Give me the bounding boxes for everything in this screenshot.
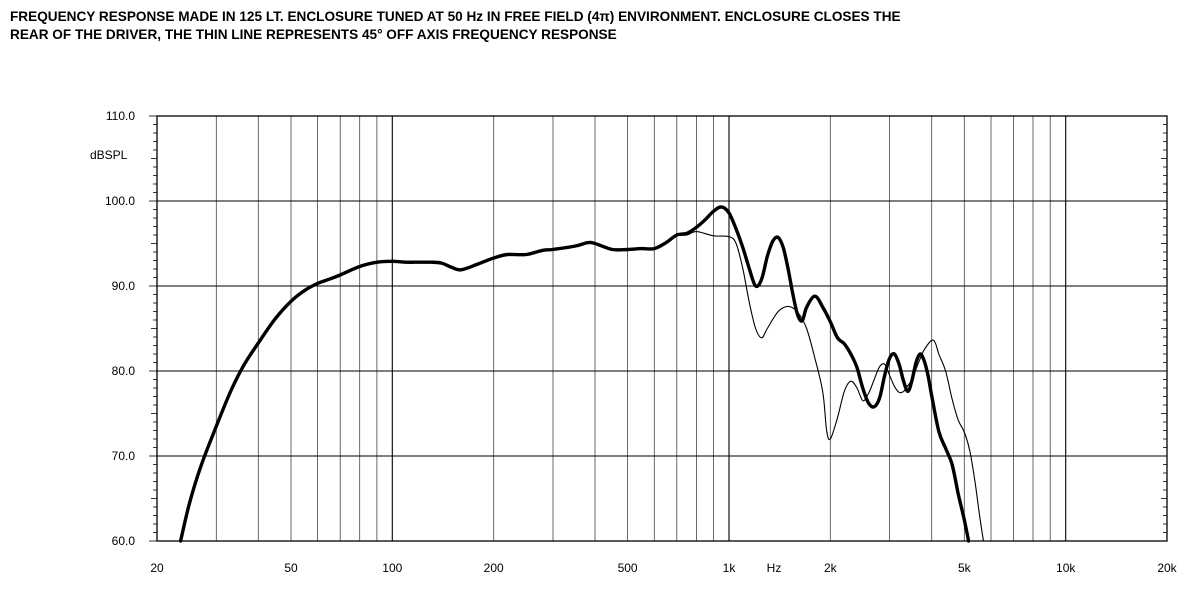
x-tick-label: 20k	[1157, 561, 1177, 575]
on-axis-response-line	[178, 205, 971, 543]
x-tick-label: 20	[150, 561, 164, 575]
y-tick-label: 110.0	[106, 109, 135, 123]
chart-title-line-2: REAR OF THE DRIVER, THE THIN LINE REPRES…	[10, 27, 617, 42]
x-tick-label: 10k	[1056, 561, 1076, 575]
x-tick-label: 2k	[824, 561, 838, 575]
x-tick-label: 100	[382, 561, 402, 575]
chart-title: FREQUENCY RESPONSE MADE IN 125 LT. ENCLO…	[10, 8, 1190, 44]
x-axis-labels: 20 50 100 200 500 1k 2k 5k 10k 20k	[150, 561, 1177, 575]
x-axis-title: Hz	[767, 561, 782, 575]
y-axis-labels: 110.0 100.0 90.0 80.0 70.0 60.0	[105, 109, 135, 548]
x-tick-label: 500	[618, 561, 638, 575]
series-lines	[178, 205, 985, 543]
off-axis-45-response-line	[665, 231, 985, 542]
x-tick-label: 200	[484, 561, 504, 575]
x-tick-label: 5k	[958, 561, 972, 575]
x-tick-label: 1k	[723, 561, 737, 575]
y-tick-label: 60.0	[112, 534, 136, 548]
y-axis-title: dBSPL	[90, 148, 128, 162]
plot-frame	[156, 115, 1168, 542]
y-tick-label: 90.0	[112, 279, 136, 293]
y-tick-label: 100.0	[105, 194, 135, 208]
chart-title-line-1: FREQUENCY RESPONSE MADE IN 125 LT. ENCLO…	[10, 9, 901, 24]
y-tick-label: 80.0	[112, 364, 136, 378]
y-tick-label: 70.0	[112, 449, 136, 463]
right-ruler	[149, 115, 1167, 542]
grid	[157, 116, 1167, 541]
x-tick-label: 50	[284, 561, 298, 575]
